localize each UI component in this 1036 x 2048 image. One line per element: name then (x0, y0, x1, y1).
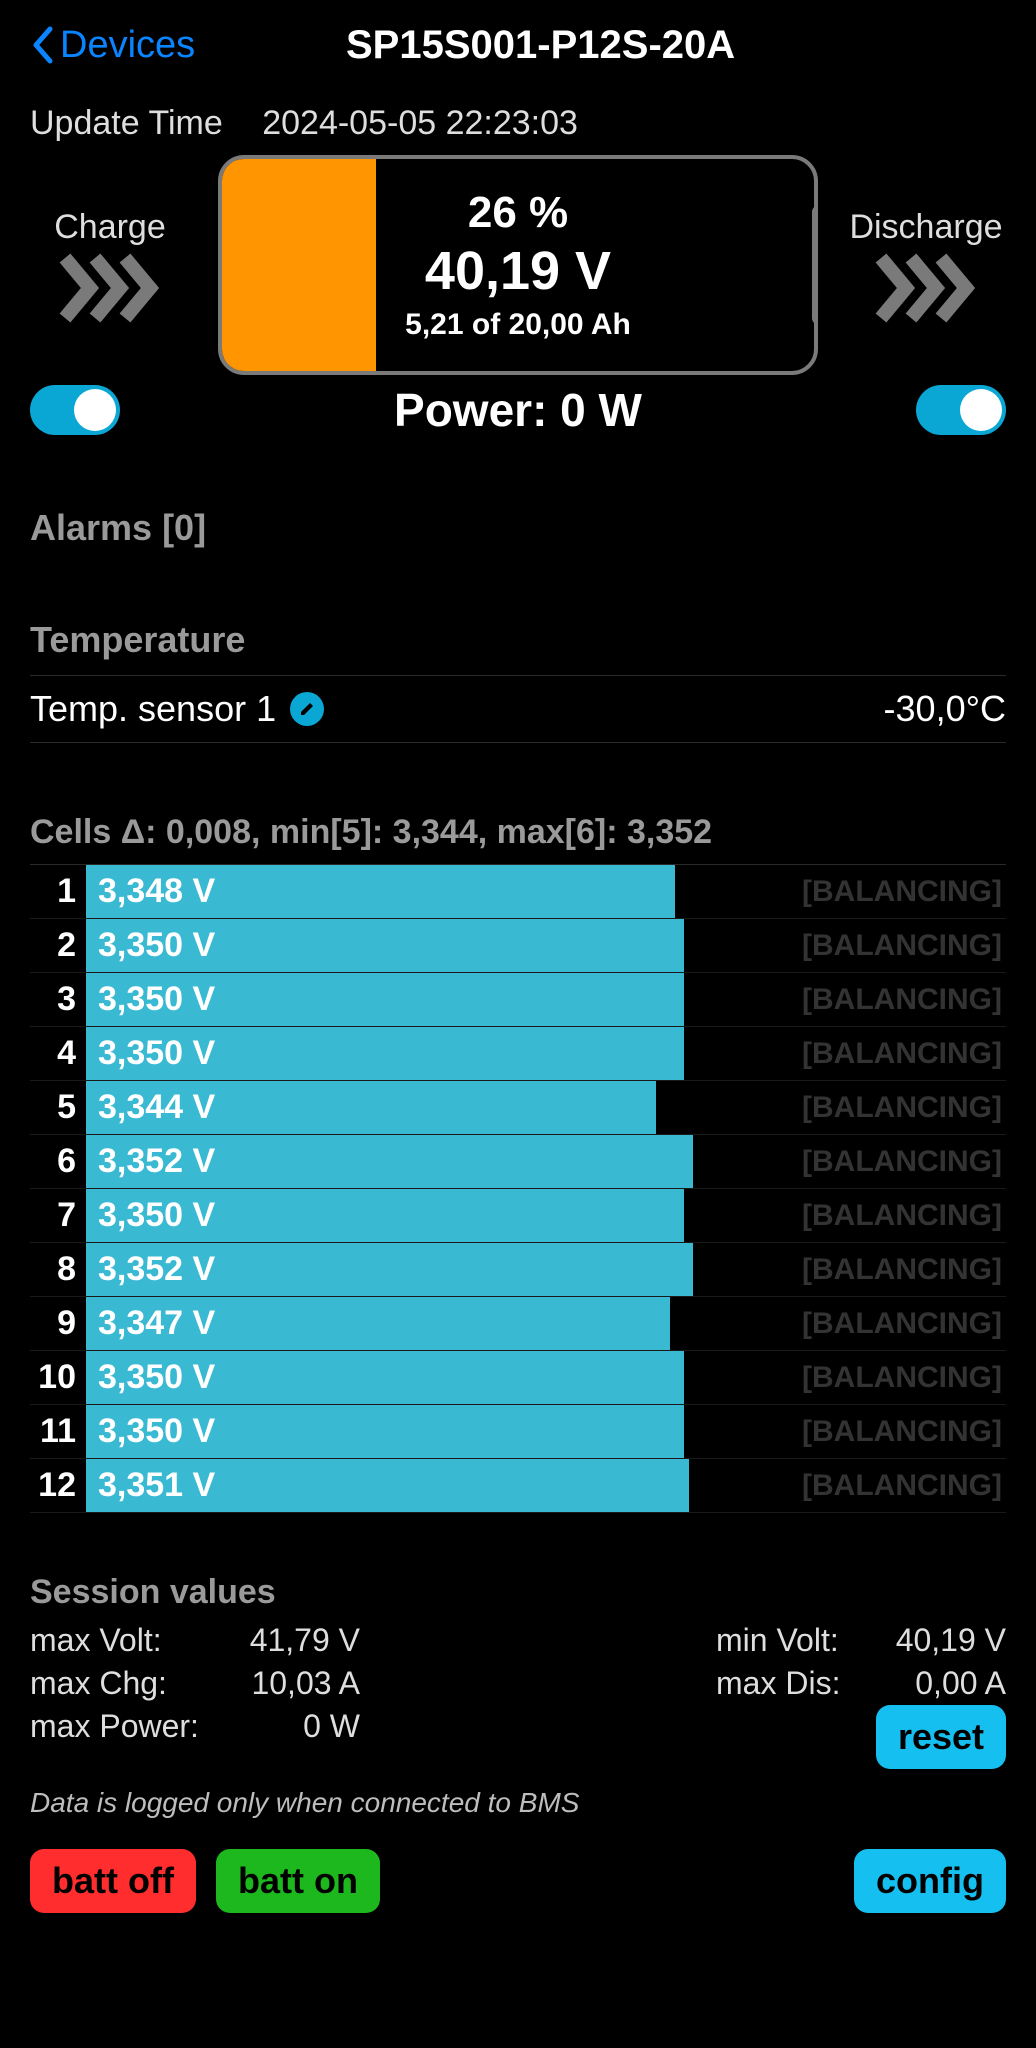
cell-voltage: 3,344 V (98, 1088, 215, 1127)
cell-row[interactable]: 3 3,350 V [BALANCING] (30, 973, 1006, 1027)
cell-voltage: 3,350 V (98, 980, 215, 1019)
cell-status: [BALANCING] (802, 1199, 1002, 1233)
cell-row[interactable]: 8 3,352 V [BALANCING] (30, 1243, 1006, 1297)
temperature-row[interactable]: Temp. sensor 1 -30,0°C (30, 675, 1006, 743)
power-value: Power: 0 W (120, 383, 916, 437)
cell-voltage: 3,350 V (98, 1358, 215, 1397)
cell-index: 9 (30, 1304, 86, 1343)
session-note: Data is logged only when connected to BM… (30, 1787, 1006, 1819)
cell-status: [BALANCING] (802, 1037, 1002, 1071)
session-value: 10,03 A (230, 1665, 360, 1702)
cell-index: 7 (30, 1196, 86, 1235)
session-label: max Volt: (30, 1622, 230, 1659)
session-row: max Chg:10,03 A (30, 1665, 360, 1702)
cell-index: 3 (30, 980, 86, 1019)
cell-row[interactable]: 12 3,351 V [BALANCING] (30, 1459, 1006, 1513)
chevron-left-icon (30, 25, 54, 65)
cell-row[interactable]: 10 3,350 V [BALANCING] (30, 1351, 1006, 1405)
cell-voltage: 3,350 V (98, 926, 215, 965)
discharge-chevrons-icon (881, 253, 971, 323)
cell-voltage: 3,350 V (98, 1034, 215, 1073)
charge-label: Charge (54, 208, 166, 247)
cell-index: 12 (30, 1466, 86, 1505)
cell-voltage: 3,348 V (98, 872, 215, 911)
cell-voltage: 3,350 V (98, 1196, 215, 1235)
batt-on-button[interactable]: batt on (216, 1849, 380, 1913)
cell-index: 6 (30, 1142, 86, 1181)
cell-index: 11 (30, 1412, 86, 1451)
discharge-label: Discharge (849, 208, 1002, 247)
session-header: Session values (30, 1573, 1006, 1612)
cell-status: [BALANCING] (802, 1415, 1002, 1449)
battery-percent: 26 % (222, 188, 814, 238)
cell-row[interactable]: 4 3,350 V [BALANCING] (30, 1027, 1006, 1081)
session-label: min Volt: (716, 1622, 876, 1659)
cell-row[interactable]: 1 3,348 V [BALANCING] (30, 865, 1006, 919)
batt-off-button[interactable]: batt off (30, 1849, 196, 1913)
cell-status: [BALANCING] (802, 983, 1002, 1017)
update-time-value: 2024-05-05 22:23:03 (262, 104, 578, 142)
session-value: 41,79 V (230, 1622, 360, 1659)
cell-voltage: 3,351 V (98, 1466, 215, 1505)
cell-status: [BALANCING] (802, 1091, 1002, 1125)
charge-chevrons-icon (65, 253, 155, 323)
cell-status: [BALANCING] (802, 929, 1002, 963)
cell-status: [BALANCING] (802, 875, 1002, 909)
update-time-label: Update Time (30, 104, 223, 142)
cell-row[interactable]: 2 3,350 V [BALANCING] (30, 919, 1006, 973)
battery-graphic: 26 % 40,19 V 5,21 of 20,00 Ah (218, 155, 818, 375)
cell-status: [BALANCING] (802, 1361, 1002, 1395)
cell-voltage: 3,352 V (98, 1142, 215, 1181)
battery-voltage: 40,19 V (222, 240, 814, 302)
cell-status: [BALANCING] (802, 1307, 1002, 1341)
session-label: max Dis: (716, 1665, 876, 1702)
cell-index: 2 (30, 926, 86, 965)
session-row: max Volt:41,79 V (30, 1622, 360, 1659)
session-value: 40,19 V (876, 1622, 1006, 1659)
config-button[interactable]: config (854, 1849, 1006, 1913)
battery-capacity: 5,21 of 20,00 Ah (222, 308, 814, 342)
cell-index: 8 (30, 1250, 86, 1289)
cell-index: 5 (30, 1088, 86, 1127)
alarms-header: Alarms [0] (30, 507, 1006, 549)
cell-voltage: 3,350 V (98, 1412, 215, 1451)
session-label: max Chg: (30, 1665, 230, 1702)
session-label: max Power: (30, 1708, 230, 1745)
cell-voltage: 3,347 V (98, 1304, 215, 1343)
cell-row[interactable]: 11 3,350 V [BALANCING] (30, 1405, 1006, 1459)
temp-value: -30,0°C (884, 688, 1006, 730)
session-row: max Dis:0,00 A (716, 1665, 1006, 1702)
cell-voltage: 3,352 V (98, 1250, 215, 1289)
discharge-toggle[interactable] (916, 385, 1006, 435)
temp-sensor-label: Temp. sensor 1 (30, 688, 276, 730)
cell-row[interactable]: 9 3,347 V [BALANCING] (30, 1297, 1006, 1351)
cell-index: 10 (30, 1358, 86, 1397)
charge-toggle[interactable] (30, 385, 120, 435)
session-row: max Power:0 W (30, 1708, 360, 1745)
session-row: min Volt:40,19 V (716, 1622, 1006, 1659)
temperature-header: Temperature (30, 619, 1006, 661)
session-value: 0,00 A (876, 1665, 1006, 1702)
page-title: SP15S001-P12S-20A (75, 23, 1006, 68)
cell-index: 4 (30, 1034, 86, 1073)
session-value: 0 W (230, 1708, 360, 1745)
cell-row[interactable]: 5 3,344 V [BALANCING] (30, 1081, 1006, 1135)
edit-icon[interactable] (290, 692, 324, 726)
cell-status: [BALANCING] (802, 1469, 1002, 1503)
update-time-row: Update Time 2024-05-05 22:23:03 (30, 104, 1006, 143)
cell-row[interactable]: 7 3,350 V [BALANCING] (30, 1189, 1006, 1243)
cell-status: [BALANCING] (802, 1253, 1002, 1287)
cell-row[interactable]: 6 3,352 V [BALANCING] (30, 1135, 1006, 1189)
cell-index: 1 (30, 872, 86, 911)
reset-button[interactable]: reset (876, 1705, 1006, 1769)
cells-summary: Cells Δ: 0,008, min[5]: 3,344, max[6]: 3… (30, 813, 1006, 852)
cell-status: [BALANCING] (802, 1145, 1002, 1179)
